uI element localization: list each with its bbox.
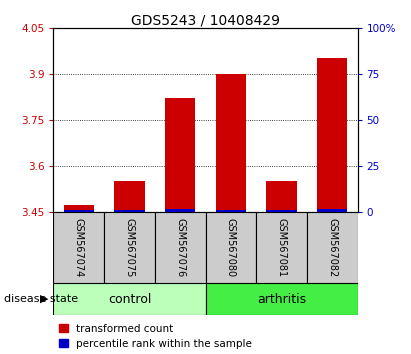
FancyBboxPatch shape [206,283,358,315]
Text: GSM567080: GSM567080 [226,218,236,278]
Bar [216,210,246,212]
Text: GSM567076: GSM567076 [175,218,185,278]
Bar [317,58,347,212]
Bar [114,210,145,212]
Bar [317,209,347,212]
Text: disease state: disease state [4,294,78,304]
Bar [266,210,297,212]
Text: arthritis: arthritis [257,293,306,306]
Text: ▶: ▶ [40,294,49,304]
Title: GDS5243 / 10408429: GDS5243 / 10408429 [131,13,280,27]
Legend: transformed count, percentile rank within the sample: transformed count, percentile rank withi… [59,324,252,349]
Bar [165,209,195,212]
FancyBboxPatch shape [155,212,206,283]
Text: GSM567082: GSM567082 [327,218,337,278]
Bar [114,181,145,212]
FancyBboxPatch shape [104,212,155,283]
Bar [165,98,195,212]
Text: GSM567075: GSM567075 [125,218,134,278]
FancyBboxPatch shape [53,212,104,283]
FancyBboxPatch shape [256,212,307,283]
FancyBboxPatch shape [307,212,358,283]
Text: GSM567074: GSM567074 [74,218,84,278]
Bar [64,205,94,212]
Text: control: control [108,293,151,306]
FancyBboxPatch shape [206,212,256,283]
FancyBboxPatch shape [53,283,206,315]
Bar [64,210,94,212]
Bar [266,181,297,212]
Text: GSM567081: GSM567081 [277,218,286,278]
Bar [216,74,246,212]
